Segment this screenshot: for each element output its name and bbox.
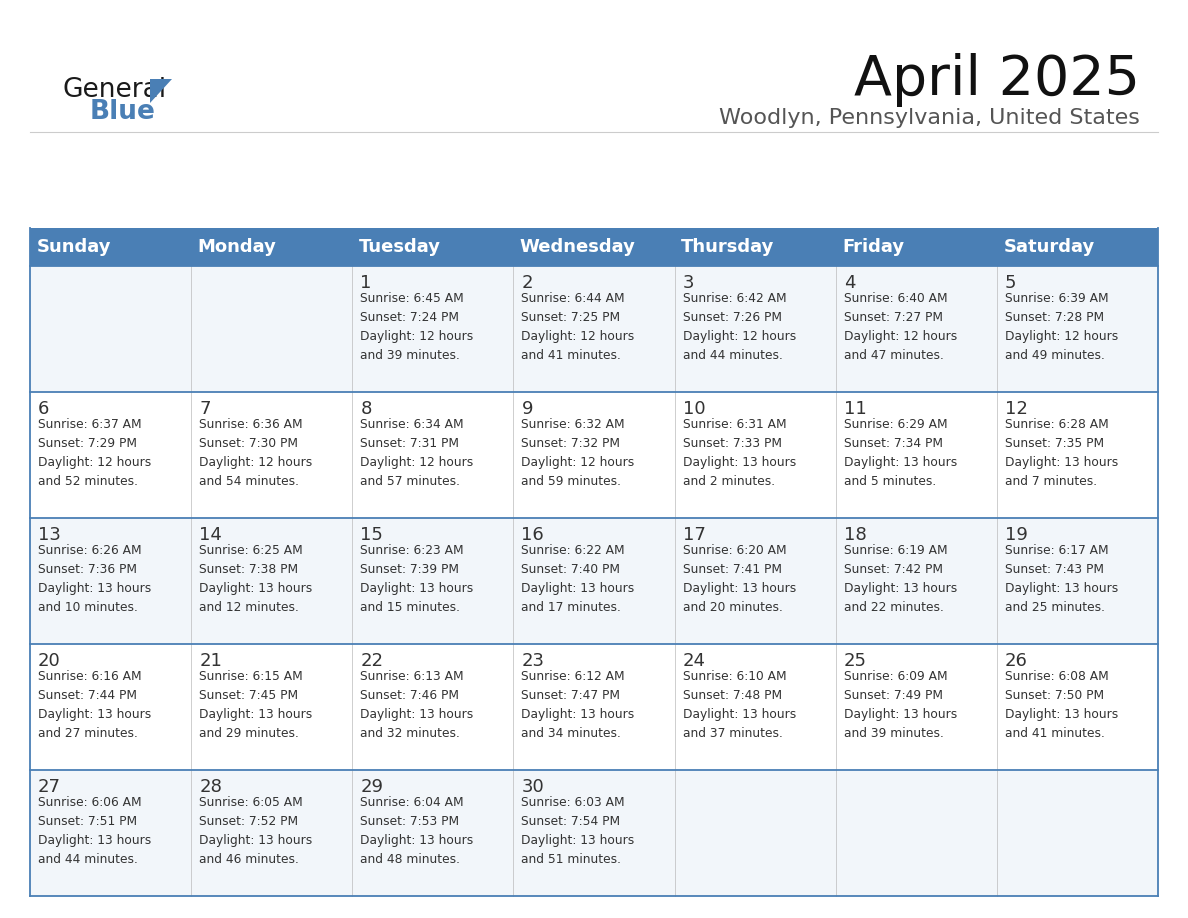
Text: 24: 24 — [683, 652, 706, 670]
Polygon shape — [150, 79, 172, 103]
Text: General: General — [62, 77, 166, 103]
Text: Sunrise: 6:13 AM
Sunset: 7:46 PM
Daylight: 13 hours
and 32 minutes.: Sunrise: 6:13 AM Sunset: 7:46 PM Dayligh… — [360, 670, 474, 740]
Text: 30: 30 — [522, 778, 544, 796]
Text: 14: 14 — [200, 526, 222, 544]
Text: Sunrise: 6:28 AM
Sunset: 7:35 PM
Daylight: 13 hours
and 7 minutes.: Sunrise: 6:28 AM Sunset: 7:35 PM Dayligh… — [1005, 418, 1118, 488]
Text: Sunday: Sunday — [37, 238, 110, 256]
Text: Blue: Blue — [90, 99, 156, 125]
Text: 22: 22 — [360, 652, 384, 670]
Text: Sunrise: 6:19 AM
Sunset: 7:42 PM
Daylight: 13 hours
and 22 minutes.: Sunrise: 6:19 AM Sunset: 7:42 PM Dayligh… — [843, 544, 958, 614]
Text: Sunrise: 6:10 AM
Sunset: 7:48 PM
Daylight: 13 hours
and 37 minutes.: Sunrise: 6:10 AM Sunset: 7:48 PM Dayligh… — [683, 670, 796, 740]
Text: Sunrise: 6:36 AM
Sunset: 7:30 PM
Daylight: 12 hours
and 54 minutes.: Sunrise: 6:36 AM Sunset: 7:30 PM Dayligh… — [200, 418, 312, 488]
Text: Sunrise: 6:25 AM
Sunset: 7:38 PM
Daylight: 13 hours
and 12 minutes.: Sunrise: 6:25 AM Sunset: 7:38 PM Dayligh… — [200, 544, 312, 614]
Text: 19: 19 — [1005, 526, 1028, 544]
Text: 18: 18 — [843, 526, 866, 544]
Text: 28: 28 — [200, 778, 222, 796]
Text: Sunrise: 6:32 AM
Sunset: 7:32 PM
Daylight: 12 hours
and 59 minutes.: Sunrise: 6:32 AM Sunset: 7:32 PM Dayligh… — [522, 418, 634, 488]
Text: April 2025: April 2025 — [854, 53, 1140, 107]
Text: Saturday: Saturday — [1004, 238, 1094, 256]
Text: 15: 15 — [360, 526, 384, 544]
Text: 3: 3 — [683, 274, 694, 292]
Text: 29: 29 — [360, 778, 384, 796]
Text: 16: 16 — [522, 526, 544, 544]
Text: 13: 13 — [38, 526, 61, 544]
Text: 11: 11 — [843, 400, 866, 418]
Text: Woodlyn, Pennsylvania, United States: Woodlyn, Pennsylvania, United States — [719, 108, 1140, 128]
Text: 6: 6 — [38, 400, 50, 418]
Text: Sunrise: 6:08 AM
Sunset: 7:50 PM
Daylight: 13 hours
and 41 minutes.: Sunrise: 6:08 AM Sunset: 7:50 PM Dayligh… — [1005, 670, 1118, 740]
Text: Sunrise: 6:12 AM
Sunset: 7:47 PM
Daylight: 13 hours
and 34 minutes.: Sunrise: 6:12 AM Sunset: 7:47 PM Dayligh… — [522, 670, 634, 740]
Text: Sunrise: 6:03 AM
Sunset: 7:54 PM
Daylight: 13 hours
and 51 minutes.: Sunrise: 6:03 AM Sunset: 7:54 PM Dayligh… — [522, 796, 634, 866]
Text: Sunrise: 6:26 AM
Sunset: 7:36 PM
Daylight: 13 hours
and 10 minutes.: Sunrise: 6:26 AM Sunset: 7:36 PM Dayligh… — [38, 544, 151, 614]
Text: Sunrise: 6:44 AM
Sunset: 7:25 PM
Daylight: 12 hours
and 41 minutes.: Sunrise: 6:44 AM Sunset: 7:25 PM Dayligh… — [522, 292, 634, 362]
Text: Sunrise: 6:09 AM
Sunset: 7:49 PM
Daylight: 13 hours
and 39 minutes.: Sunrise: 6:09 AM Sunset: 7:49 PM Dayligh… — [843, 670, 958, 740]
Text: Friday: Friday — [842, 238, 904, 256]
Text: 8: 8 — [360, 400, 372, 418]
Text: Sunrise: 6:20 AM
Sunset: 7:41 PM
Daylight: 13 hours
and 20 minutes.: Sunrise: 6:20 AM Sunset: 7:41 PM Dayligh… — [683, 544, 796, 614]
Bar — [30, 266, 1158, 392]
Text: Sunrise: 6:05 AM
Sunset: 7:52 PM
Daylight: 13 hours
and 46 minutes.: Sunrise: 6:05 AM Sunset: 7:52 PM Dayligh… — [200, 796, 312, 866]
Bar — [30, 392, 1158, 518]
Text: 27: 27 — [38, 778, 61, 796]
Text: Sunrise: 6:15 AM
Sunset: 7:45 PM
Daylight: 13 hours
and 29 minutes.: Sunrise: 6:15 AM Sunset: 7:45 PM Dayligh… — [200, 670, 312, 740]
Bar — [30, 518, 1158, 644]
Text: 5: 5 — [1005, 274, 1017, 292]
Bar — [30, 644, 1158, 770]
Text: 17: 17 — [683, 526, 706, 544]
Bar — [30, 228, 1158, 266]
Text: 1: 1 — [360, 274, 372, 292]
Text: 10: 10 — [683, 400, 706, 418]
Text: Sunrise: 6:16 AM
Sunset: 7:44 PM
Daylight: 13 hours
and 27 minutes.: Sunrise: 6:16 AM Sunset: 7:44 PM Dayligh… — [38, 670, 151, 740]
Text: Sunrise: 6:04 AM
Sunset: 7:53 PM
Daylight: 13 hours
and 48 minutes.: Sunrise: 6:04 AM Sunset: 7:53 PM Dayligh… — [360, 796, 474, 866]
Text: Sunrise: 6:42 AM
Sunset: 7:26 PM
Daylight: 12 hours
and 44 minutes.: Sunrise: 6:42 AM Sunset: 7:26 PM Dayligh… — [683, 292, 796, 362]
Text: Sunrise: 6:06 AM
Sunset: 7:51 PM
Daylight: 13 hours
and 44 minutes.: Sunrise: 6:06 AM Sunset: 7:51 PM Dayligh… — [38, 796, 151, 866]
Text: Sunrise: 6:37 AM
Sunset: 7:29 PM
Daylight: 12 hours
and 52 minutes.: Sunrise: 6:37 AM Sunset: 7:29 PM Dayligh… — [38, 418, 151, 488]
Text: Monday: Monday — [197, 238, 277, 256]
Text: Sunrise: 6:31 AM
Sunset: 7:33 PM
Daylight: 13 hours
and 2 minutes.: Sunrise: 6:31 AM Sunset: 7:33 PM Dayligh… — [683, 418, 796, 488]
Text: Sunrise: 6:17 AM
Sunset: 7:43 PM
Daylight: 13 hours
and 25 minutes.: Sunrise: 6:17 AM Sunset: 7:43 PM Dayligh… — [1005, 544, 1118, 614]
Text: 21: 21 — [200, 652, 222, 670]
Text: 2: 2 — [522, 274, 533, 292]
Text: Sunrise: 6:23 AM
Sunset: 7:39 PM
Daylight: 13 hours
and 15 minutes.: Sunrise: 6:23 AM Sunset: 7:39 PM Dayligh… — [360, 544, 474, 614]
Text: Sunrise: 6:45 AM
Sunset: 7:24 PM
Daylight: 12 hours
and 39 minutes.: Sunrise: 6:45 AM Sunset: 7:24 PM Dayligh… — [360, 292, 474, 362]
Text: 26: 26 — [1005, 652, 1028, 670]
Text: 23: 23 — [522, 652, 544, 670]
Text: 12: 12 — [1005, 400, 1028, 418]
Text: Sunrise: 6:29 AM
Sunset: 7:34 PM
Daylight: 13 hours
and 5 minutes.: Sunrise: 6:29 AM Sunset: 7:34 PM Dayligh… — [843, 418, 958, 488]
Bar — [30, 770, 1158, 896]
Text: Wednesday: Wednesday — [520, 238, 636, 256]
Text: Thursday: Thursday — [681, 238, 775, 256]
Text: Sunrise: 6:40 AM
Sunset: 7:27 PM
Daylight: 12 hours
and 47 minutes.: Sunrise: 6:40 AM Sunset: 7:27 PM Dayligh… — [843, 292, 958, 362]
Text: Sunrise: 6:39 AM
Sunset: 7:28 PM
Daylight: 12 hours
and 49 minutes.: Sunrise: 6:39 AM Sunset: 7:28 PM Dayligh… — [1005, 292, 1118, 362]
Text: 4: 4 — [843, 274, 855, 292]
Text: 9: 9 — [522, 400, 533, 418]
Text: 25: 25 — [843, 652, 867, 670]
Text: 7: 7 — [200, 400, 210, 418]
Text: Sunrise: 6:22 AM
Sunset: 7:40 PM
Daylight: 13 hours
and 17 minutes.: Sunrise: 6:22 AM Sunset: 7:40 PM Dayligh… — [522, 544, 634, 614]
Text: 20: 20 — [38, 652, 61, 670]
Text: Sunrise: 6:34 AM
Sunset: 7:31 PM
Daylight: 12 hours
and 57 minutes.: Sunrise: 6:34 AM Sunset: 7:31 PM Dayligh… — [360, 418, 474, 488]
Text: Tuesday: Tuesday — [359, 238, 441, 256]
